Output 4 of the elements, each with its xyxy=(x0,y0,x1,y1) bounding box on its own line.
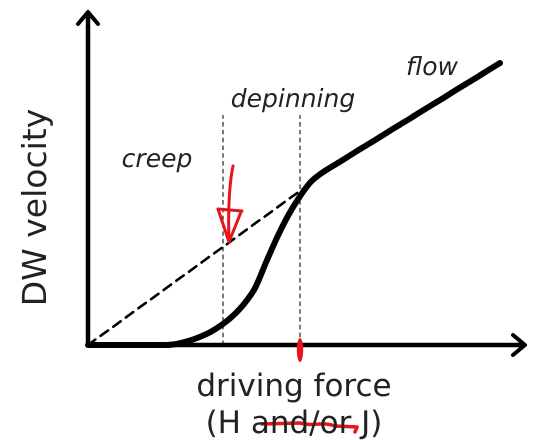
annotation: creep xyxy=(122,144,192,172)
annotation: flow xyxy=(406,52,458,80)
y-axis-title: DW velocity xyxy=(15,108,54,306)
annotation: depinning xyxy=(230,84,356,112)
